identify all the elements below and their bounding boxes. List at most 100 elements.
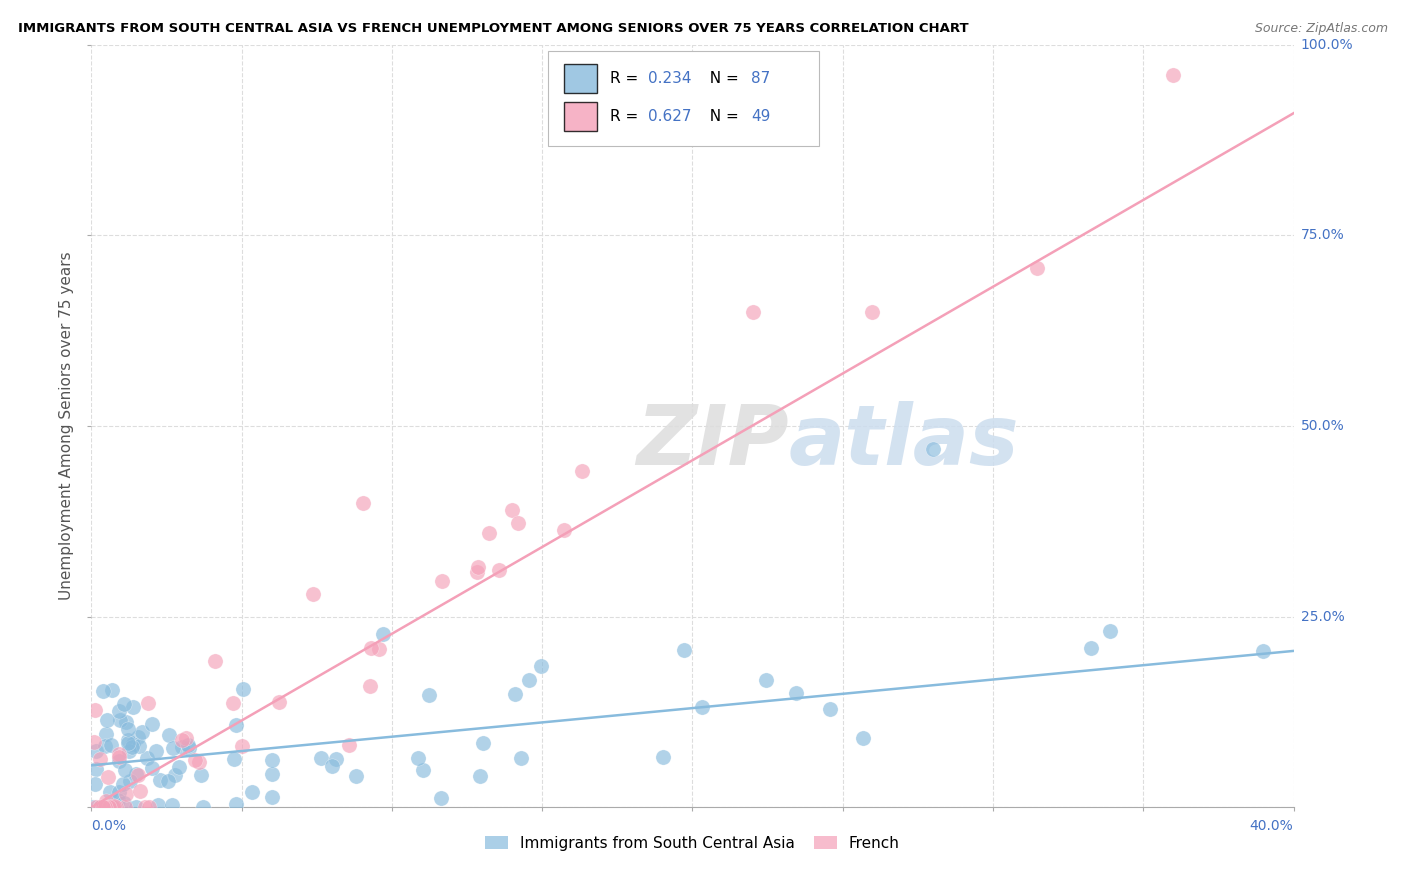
Point bbox=[190, 768, 212, 782]
Point bbox=[114, 800, 136, 814]
Point bbox=[146, 798, 169, 813]
Point bbox=[84, 744, 107, 758]
Point bbox=[260, 766, 283, 780]
Point bbox=[108, 704, 131, 718]
Point bbox=[115, 715, 138, 730]
Point bbox=[172, 732, 194, 747]
Point bbox=[98, 800, 121, 814]
Point bbox=[121, 739, 143, 754]
Point bbox=[232, 681, 254, 696]
Text: IMMIGRANTS FROM SOUTH CENTRAL ASIA VS FRENCH UNEMPLOYMENT AMONG SENIORS OVER 75 : IMMIGRANTS FROM SOUTH CENTRAL ASIA VS FR… bbox=[18, 22, 969, 36]
Text: ZIP: ZIP bbox=[636, 401, 789, 482]
Text: 25.0%: 25.0% bbox=[1301, 609, 1344, 624]
Point bbox=[112, 697, 135, 711]
Text: 75.0%: 75.0% bbox=[1301, 228, 1344, 243]
Text: 49: 49 bbox=[751, 109, 770, 124]
Point bbox=[115, 787, 138, 801]
Point bbox=[818, 702, 841, 716]
Point bbox=[84, 777, 107, 791]
Point bbox=[352, 496, 374, 510]
Point bbox=[922, 442, 945, 456]
Point bbox=[169, 760, 191, 774]
Text: atlas: atlas bbox=[789, 401, 1019, 482]
Point bbox=[162, 741, 184, 756]
Y-axis label: Unemployment Among Seniors over 75 years: Unemployment Among Seniors over 75 years bbox=[59, 252, 75, 600]
Text: 50.0%: 50.0% bbox=[1301, 419, 1344, 433]
Point bbox=[128, 784, 150, 798]
Point bbox=[506, 516, 529, 531]
Point bbox=[120, 774, 142, 789]
Point bbox=[94, 739, 117, 753]
Point bbox=[432, 574, 454, 588]
Point bbox=[127, 768, 149, 782]
Point bbox=[117, 736, 139, 750]
Point bbox=[187, 755, 209, 769]
Point bbox=[222, 696, 245, 710]
Point bbox=[97, 771, 120, 785]
Point bbox=[84, 763, 107, 777]
Point bbox=[91, 800, 114, 814]
Point bbox=[517, 673, 540, 688]
Point bbox=[1098, 624, 1121, 638]
Point bbox=[112, 777, 135, 791]
Point bbox=[337, 738, 360, 752]
Point bbox=[107, 749, 129, 764]
Point bbox=[240, 785, 263, 799]
Point bbox=[501, 503, 523, 517]
Point bbox=[225, 718, 247, 732]
Point bbox=[172, 739, 194, 754]
Point bbox=[371, 627, 394, 641]
Point bbox=[104, 800, 127, 814]
Point bbox=[145, 744, 167, 758]
Point bbox=[117, 722, 139, 736]
Point bbox=[225, 797, 247, 812]
Point bbox=[571, 464, 593, 478]
Text: 0.627: 0.627 bbox=[648, 109, 692, 124]
Text: 100.0%: 100.0% bbox=[1301, 37, 1353, 52]
Point bbox=[83, 735, 105, 749]
Point bbox=[231, 739, 253, 754]
Point bbox=[135, 750, 157, 764]
Point bbox=[176, 731, 198, 745]
Text: 0.0%: 0.0% bbox=[91, 819, 127, 833]
Point bbox=[122, 737, 145, 751]
Point bbox=[755, 673, 778, 687]
Point bbox=[412, 764, 434, 778]
Point bbox=[134, 800, 156, 814]
Point bbox=[112, 796, 135, 810]
Point bbox=[488, 563, 510, 577]
FancyBboxPatch shape bbox=[548, 51, 818, 146]
Point bbox=[107, 785, 129, 799]
Point bbox=[741, 304, 763, 318]
Point bbox=[89, 800, 111, 814]
Point bbox=[183, 753, 205, 767]
Point bbox=[471, 736, 494, 750]
Point bbox=[1161, 68, 1184, 82]
Point bbox=[122, 699, 145, 714]
Point bbox=[96, 713, 118, 727]
Point bbox=[262, 753, 284, 767]
Point bbox=[302, 587, 325, 601]
Point bbox=[94, 800, 117, 814]
Point bbox=[309, 751, 332, 765]
Point bbox=[93, 684, 115, 698]
Point bbox=[103, 799, 125, 814]
Point bbox=[1026, 260, 1049, 275]
Point bbox=[673, 643, 696, 657]
Text: N =: N = bbox=[700, 109, 744, 124]
Point bbox=[465, 565, 488, 579]
Point bbox=[267, 695, 290, 709]
Point bbox=[176, 738, 198, 752]
Point bbox=[136, 696, 159, 710]
Point bbox=[118, 744, 141, 758]
Point bbox=[262, 790, 284, 805]
Text: R =: R = bbox=[610, 109, 643, 124]
Point bbox=[344, 769, 367, 783]
Point bbox=[191, 800, 214, 814]
Point bbox=[94, 726, 117, 740]
Text: R =: R = bbox=[610, 70, 643, 86]
Text: N =: N = bbox=[700, 70, 744, 86]
Point bbox=[408, 750, 430, 764]
Point bbox=[360, 640, 382, 655]
Point bbox=[852, 731, 875, 745]
